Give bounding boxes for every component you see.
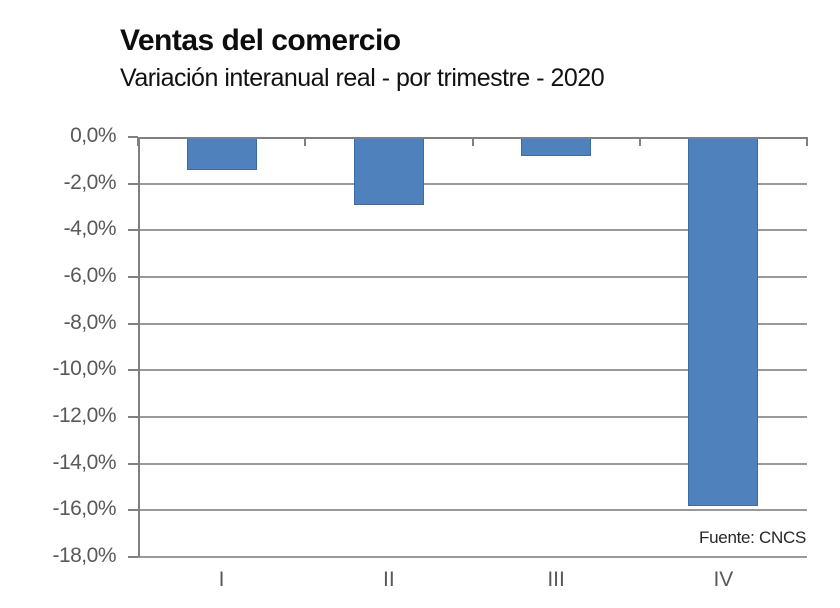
y-axis-tick-label: -10,0% <box>52 357 116 381</box>
category-tick <box>806 137 808 146</box>
bar-quarter-III <box>521 137 592 156</box>
category-tick <box>638 137 641 146</box>
y-axis-tick <box>128 462 138 465</box>
gridline <box>138 182 807 185</box>
y-axis-tick-label: -2,0% <box>63 170 117 194</box>
category-tick <box>137 137 139 146</box>
source-note: Fuente: CNCS <box>699 528 806 547</box>
y-axis-tick <box>128 369 138 372</box>
bar-quarter-II <box>353 137 424 205</box>
bar-quarter-IV <box>688 137 759 506</box>
y-axis-tick-label: 0,0% <box>70 124 116 147</box>
gridline <box>138 462 807 465</box>
chart-title: Ventas del comercio <box>120 24 401 57</box>
plot-area <box>128 136 808 558</box>
gridline <box>138 369 807 372</box>
y-axis-tick <box>128 229 138 232</box>
y-axis-tick-label: -14,0% <box>52 450 116 474</box>
y-axis-tick <box>128 416 138 418</box>
category-tick <box>471 137 474 146</box>
category-tick <box>304 137 307 146</box>
y-axis-tick-label: -4,0% <box>63 217 117 241</box>
y-axis-tick <box>128 276 138 278</box>
y-axis-line <box>138 137 140 557</box>
y-axis-tick <box>128 136 138 138</box>
gridline <box>138 509 807 512</box>
chart-subtitle: Variación interanual real - por trimestr… <box>120 64 605 92</box>
x-axis-label-I: I <box>218 568 225 591</box>
gridline <box>138 556 807 558</box>
x-axis-label-IV: IV <box>713 568 734 591</box>
y-axis-tick-label: -16,0% <box>52 497 116 521</box>
y-axis-tick <box>128 509 138 512</box>
y-axis-tick-label: -8,0% <box>63 310 117 334</box>
y-axis-tick-label: -6,0% <box>63 264 117 287</box>
gridline <box>138 229 807 232</box>
gridline <box>138 276 807 278</box>
y-axis-tick-label: -18,0% <box>52 544 116 567</box>
gridline <box>138 416 807 418</box>
y-axis-tick <box>128 182 138 185</box>
gridline <box>138 322 807 325</box>
x-axis-label-II: II <box>383 568 395 591</box>
y-axis-tick <box>128 556 138 558</box>
y-axis-tick <box>128 322 138 325</box>
y-axis-tick-label: -12,0% <box>52 404 116 427</box>
bar-quarter-I <box>186 137 257 170</box>
x-axis-label-III: III <box>547 568 565 591</box>
